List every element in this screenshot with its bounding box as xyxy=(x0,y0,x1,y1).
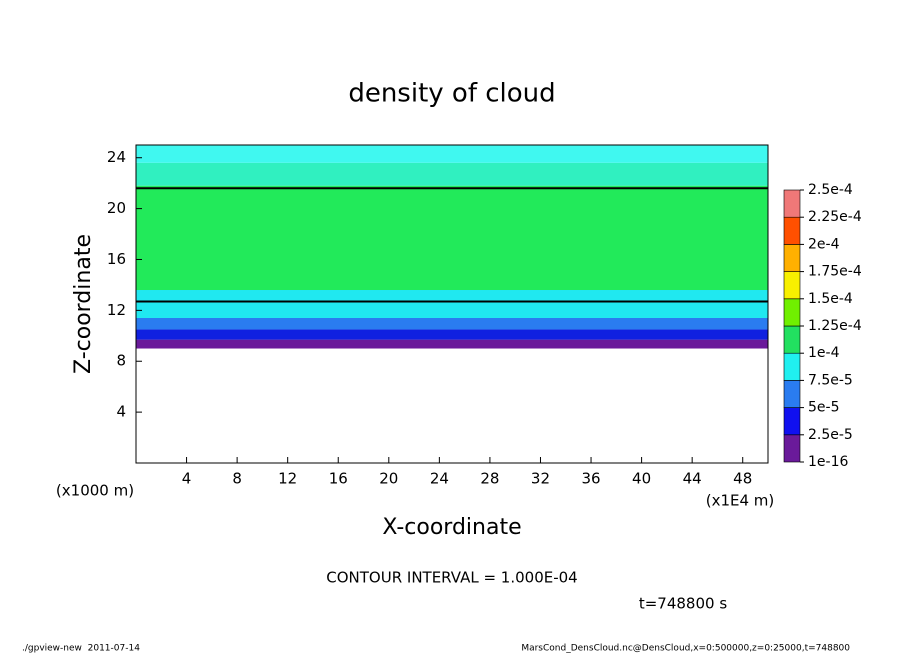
colorbar-band xyxy=(783,380,801,408)
y-axis-label: Z-coordinate xyxy=(71,234,96,374)
x-tick-label: 16 xyxy=(329,470,348,488)
y-tick-label: 8 xyxy=(116,352,126,370)
x-tick-label: 8 xyxy=(232,470,242,488)
colorbar-label: 1.5e-4 xyxy=(808,291,853,307)
x-tick-label: 32 xyxy=(531,470,550,488)
y-tick-label: 12 xyxy=(107,301,126,319)
field-layer xyxy=(136,329,768,340)
field-layer xyxy=(136,339,768,349)
colorbar-band xyxy=(783,244,801,272)
plot-area xyxy=(136,145,768,349)
x-tick-label: 48 xyxy=(733,470,752,488)
colorbar-label: 1e-4 xyxy=(808,345,840,361)
colorbar-band xyxy=(783,325,801,354)
x-tick-label: 28 xyxy=(480,470,499,488)
colorbar-label: 2.5e-5 xyxy=(808,427,853,443)
field-layer xyxy=(136,290,768,318)
field-layer xyxy=(136,145,768,163)
colorbar-band xyxy=(783,352,801,381)
y-tick-label: 20 xyxy=(107,199,126,217)
x-tick-label: 36 xyxy=(581,470,600,488)
x-tick-label: 44 xyxy=(683,470,702,488)
field-layer xyxy=(136,185,768,291)
chart-title: density of cloud xyxy=(348,79,555,109)
x-tick-label: 4 xyxy=(182,470,192,488)
x-tick-label: 20 xyxy=(379,470,398,488)
colorbar-label: 2.25e-4 xyxy=(808,209,862,225)
x-unit-label: (x1E4 m) xyxy=(706,492,775,510)
colorbar-band xyxy=(783,298,801,327)
y-tick-label: 16 xyxy=(107,250,126,268)
colorbar-band xyxy=(783,271,801,300)
colorbar-label: 1.75e-4 xyxy=(808,264,862,280)
field-layer xyxy=(136,317,768,330)
x-tick-label: 40 xyxy=(632,470,651,488)
x-axis-label: X-coordinate xyxy=(382,515,521,540)
footer-right: MarsCond_DensCloud.nc@DensCloud,x=0:5000… xyxy=(521,644,850,654)
colorbar-label: 5e-5 xyxy=(808,400,839,416)
contour-interval: CONTOUR INTERVAL = 1.000E-04 xyxy=(326,569,577,587)
colorbar-label: 1e-16 xyxy=(808,454,848,470)
colorbar-label: 2e-4 xyxy=(808,236,840,252)
y-tick-label: 4 xyxy=(116,403,126,421)
x-tick-label: 24 xyxy=(430,470,449,488)
plot-frame xyxy=(135,144,769,464)
y-unit-label: (x1000 m) xyxy=(56,482,134,500)
colorbar-band xyxy=(783,434,801,463)
colorbar-label: 7.5e-5 xyxy=(808,372,853,388)
colorbar-band xyxy=(783,216,801,245)
colorbar-label: 1.25e-4 xyxy=(808,318,862,334)
time-label: t=748800 s xyxy=(639,595,727,613)
footer-left: ./gpview-new 2011-07-14 xyxy=(22,644,140,654)
y-tick-label: 24 xyxy=(107,148,126,166)
colorbar-label: 2.5e-4 xyxy=(808,182,853,198)
colorbar-band xyxy=(783,407,801,436)
x-tick-label: 12 xyxy=(278,470,297,488)
field-layer xyxy=(136,162,768,186)
colorbar-band xyxy=(783,189,801,218)
